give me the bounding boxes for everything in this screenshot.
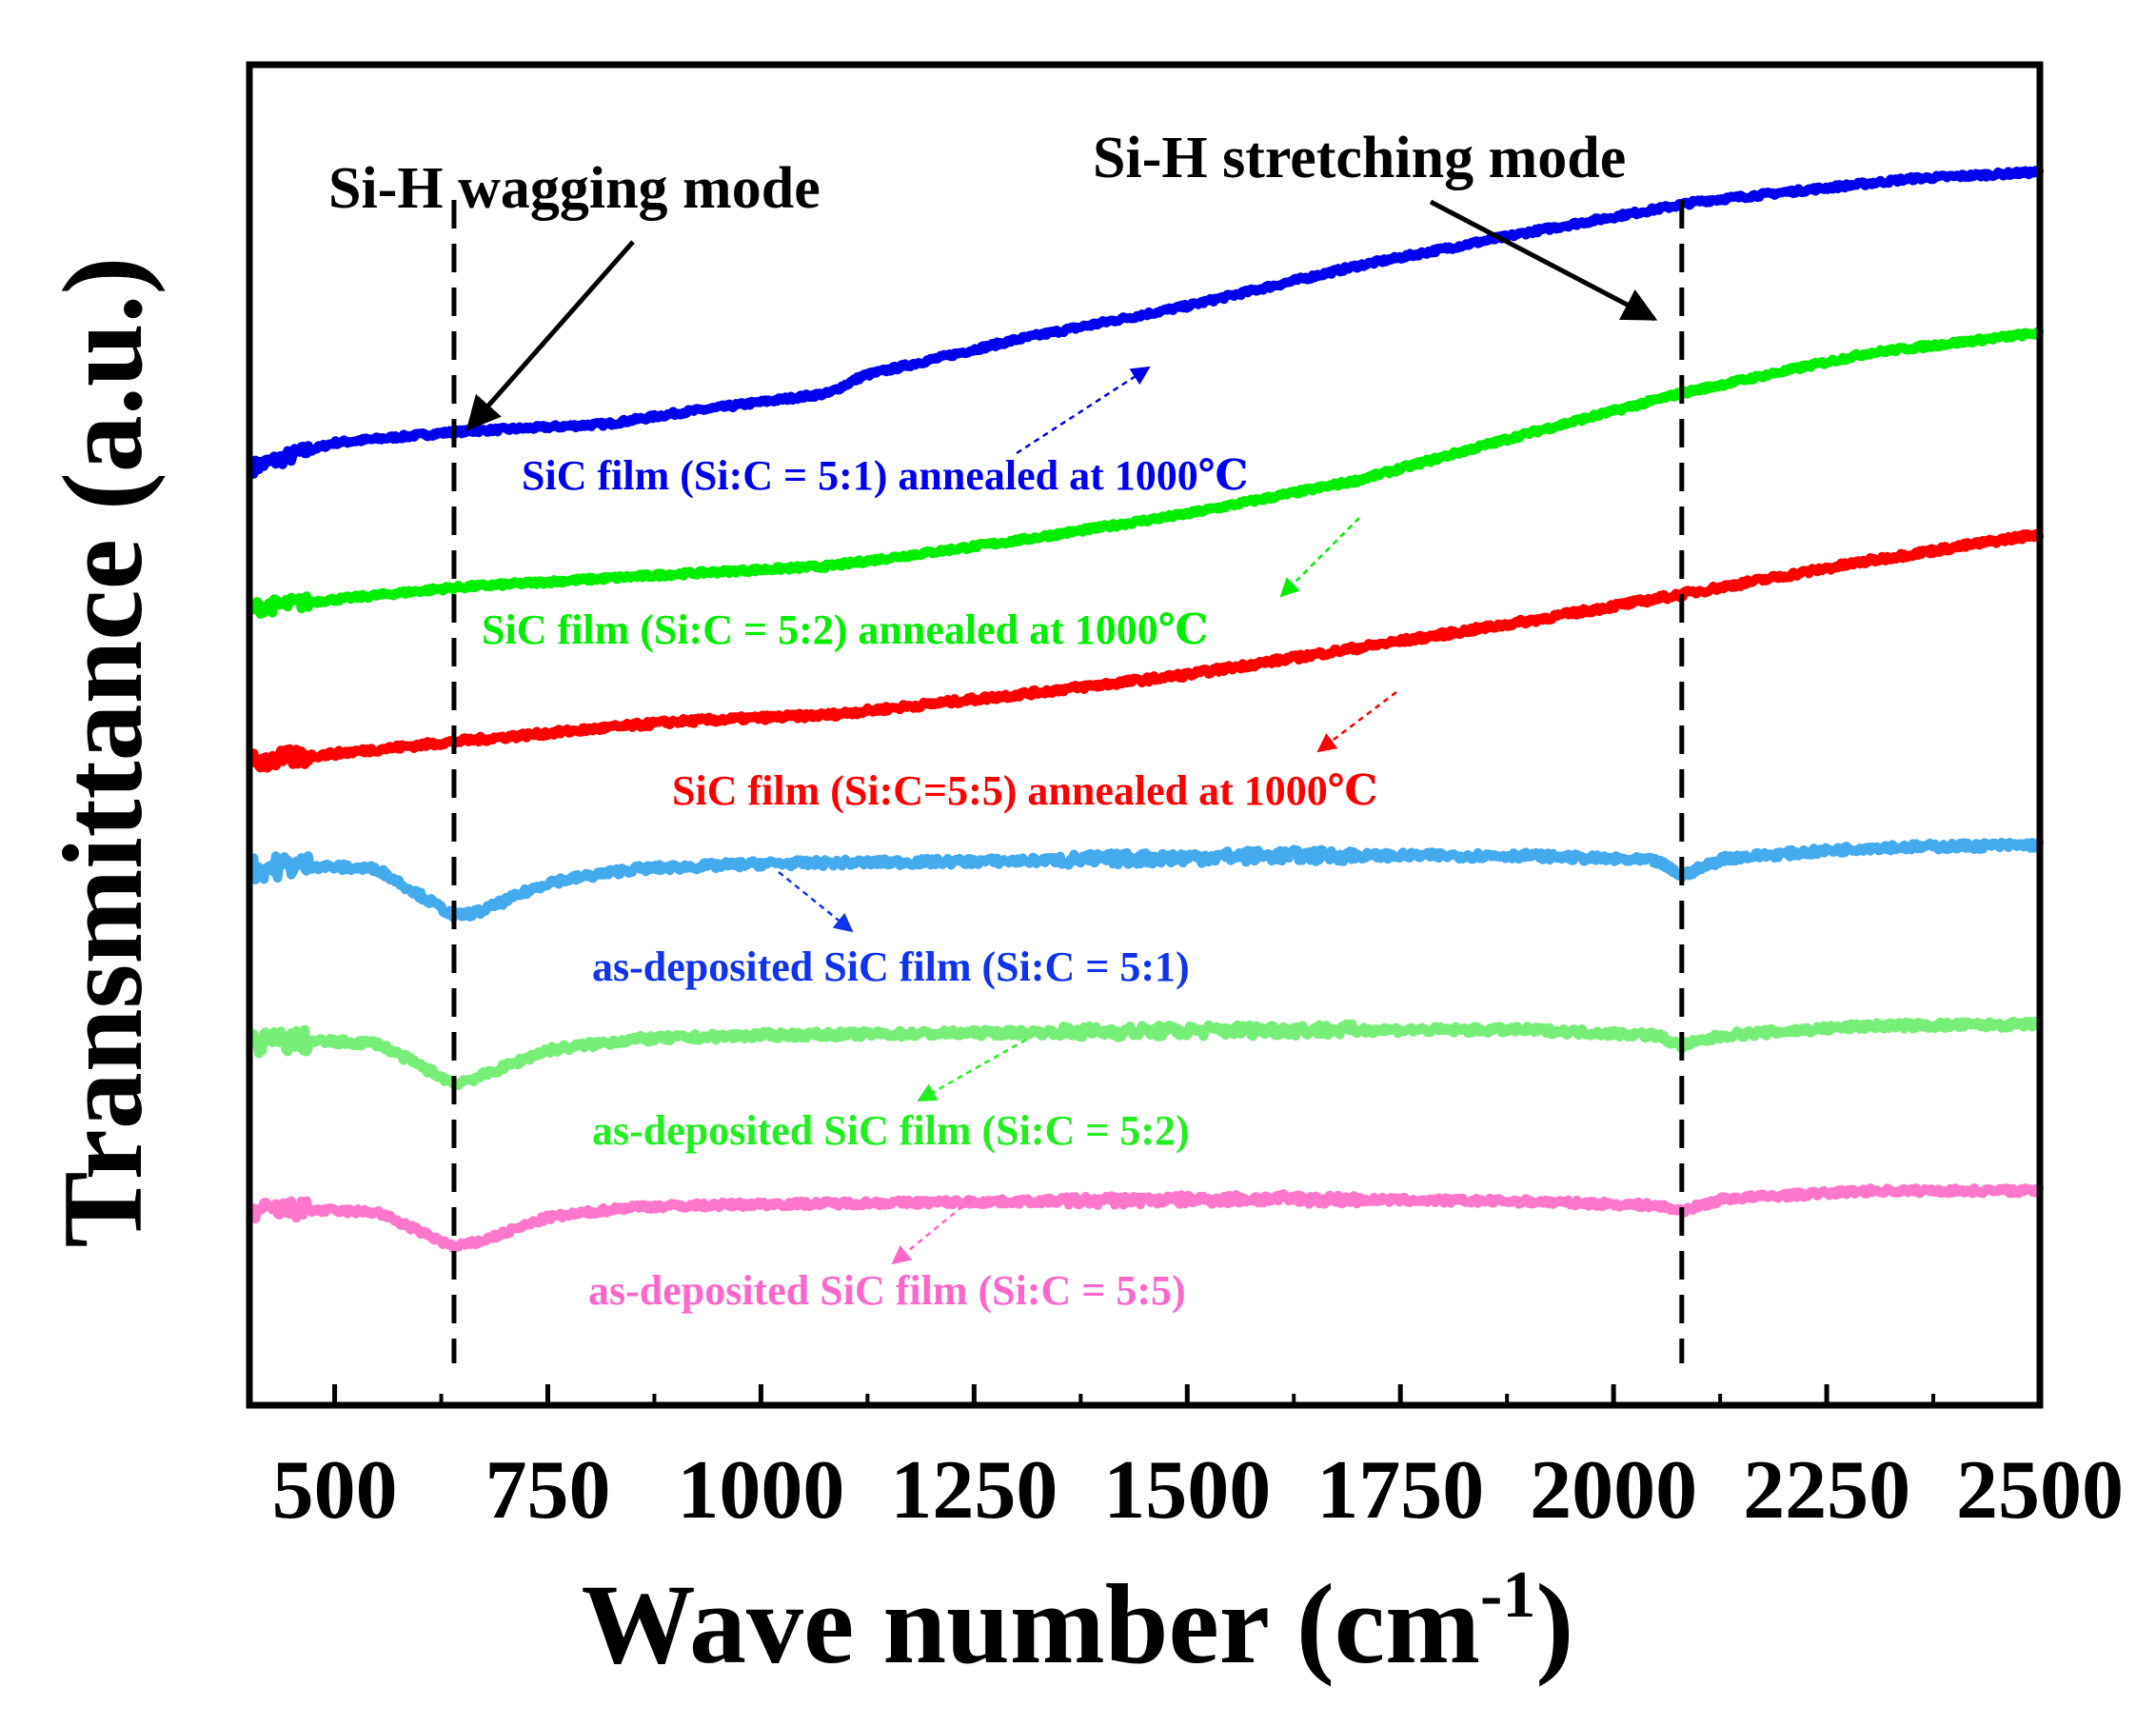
arrow-stretching-mode [1429, 199, 1658, 322]
series-line [248, 529, 2045, 773]
x-tick-label: 2000 [1530, 1444, 1697, 1537]
series-label-asdep-5-1: as-deposited SiC film (Si:C = 5:1) [592, 943, 1190, 990]
annotation-stretching-mode: Si-H stretching mode [1093, 126, 1626, 190]
series-label-leader-arrow [778, 871, 854, 933]
x-axis-title-superscript: -1 [1480, 1558, 1535, 1632]
series-label-asdep-5-2: as-deposited SiC film (Si:C = 5:2) [592, 1107, 1190, 1154]
x-axis-title: Wave number (cm-1) [582, 1558, 1574, 1687]
arrow-wagging-mode [465, 240, 635, 431]
series-line [248, 166, 2045, 479]
series-line [248, 1016, 2045, 1090]
x-tick-label: 2500 [1956, 1444, 2124, 1537]
x-tick-label: 1750 [1316, 1444, 1484, 1537]
plot-frame [246, 61, 2044, 1409]
x-tick-label: 2250 [1743, 1444, 1910, 1537]
annotation-wagging-mode: Si-H wagging mode [328, 156, 821, 221]
y-axis-title: Transmittance (a.u.) [39, 257, 166, 1248]
series-label-leader-arrow [917, 1038, 1027, 1102]
x-tick-label: 1000 [677, 1444, 844, 1537]
series-label-leader-arrow [1316, 691, 1397, 753]
x-tick-label: 1250 [890, 1444, 1058, 1537]
series-label-leaders [778, 366, 1397, 1265]
x-tick-label: 750 [485, 1444, 611, 1537]
series-line [248, 1183, 2045, 1253]
series-label-leader-arrow [891, 1199, 972, 1265]
annotation-arrows [465, 199, 1658, 431]
series-line [248, 327, 2045, 619]
series-label-leader-arrow [1016, 366, 1151, 455]
x-tick-label: 500 [272, 1444, 398, 1537]
series-label-asdep-5-5: as-deposited SiC film (Si:C = 5:5) [588, 1267, 1186, 1314]
x-tick-label: 1500 [1103, 1444, 1271, 1537]
x-axis-tick-labels: 500 750 1000 1250 1500 1750 2000 2250 2500 [272, 1444, 2124, 1537]
series-label-leader-arrow [1279, 517, 1360, 598]
x-axis-ticks [332, 1384, 2043, 1405]
series-line [248, 837, 2045, 923]
reference-lines [451, 200, 1685, 1363]
series-label-annealed-5-2: SiC film (Si:C = 5:2) annealed at 1000℃ [482, 606, 1208, 653]
series-label-annealed-5-5: SiC film (Si:C=5:5) annealed at 1000℃ [672, 767, 1377, 814]
series-traces [248, 166, 2045, 1253]
series-label-annealed-5-1: SiC film (Si:C = 5:1) annealed at 1000℃ [522, 452, 1248, 499]
